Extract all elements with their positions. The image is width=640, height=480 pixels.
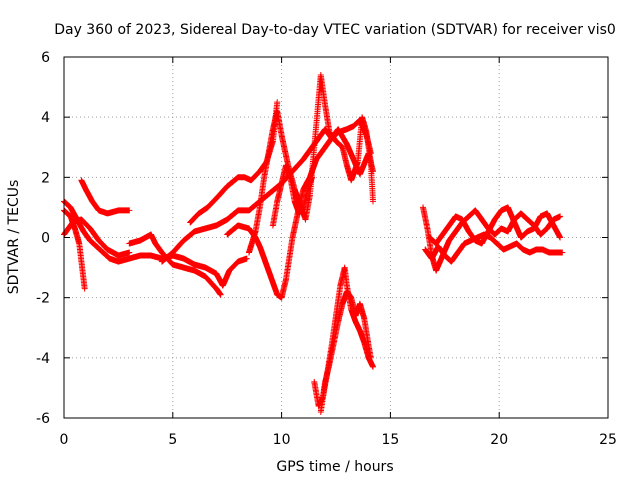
series-track-h	[224, 117, 374, 301]
x-axis-label: GPS time / hours	[276, 459, 393, 475]
data-markers	[224, 117, 374, 301]
series-track-n	[422, 231, 566, 265]
data-layer	[61, 72, 566, 415]
x-tick-label: 20	[490, 432, 508, 448]
x-tick-label: 15	[381, 432, 399, 448]
y-tick-label: 2	[41, 170, 50, 186]
series-track-d	[61, 216, 133, 259]
y-axis-label: SDTVAR / TECUs	[6, 180, 22, 295]
series-track-l	[317, 288, 374, 415]
series-track-e	[126, 231, 224, 298]
data-markers	[78, 177, 133, 217]
y-tick-label: -4	[36, 351, 50, 367]
y-tick-label: 4	[41, 110, 50, 126]
data-markers	[61, 216, 133, 259]
data-markers	[426, 204, 564, 247]
data-markers	[126, 231, 224, 298]
tick-layer: 0 5 10 15 20 25 -6 -4 -2 0 2 4 6	[36, 50, 617, 448]
chart-title: Day 360 of 2023, Sidereal Day-to-day VTE…	[54, 22, 616, 38]
data-markers	[317, 288, 374, 415]
series-track-o	[426, 204, 564, 247]
x-tick-label: 5	[168, 432, 177, 448]
x-tick-label: 10	[273, 432, 291, 448]
y-tick-label: 0	[41, 231, 50, 247]
data-markers	[269, 162, 316, 229]
data-markers	[422, 231, 566, 265]
x-tick-label: 0	[60, 432, 69, 448]
series-track-c	[78, 177, 133, 217]
series-track-j	[269, 162, 316, 229]
y-tick-label: -6	[36, 411, 50, 427]
x-tick-label: 25	[599, 432, 617, 448]
y-tick-label: -2	[36, 291, 50, 307]
y-tick-label: 6	[41, 50, 50, 66]
